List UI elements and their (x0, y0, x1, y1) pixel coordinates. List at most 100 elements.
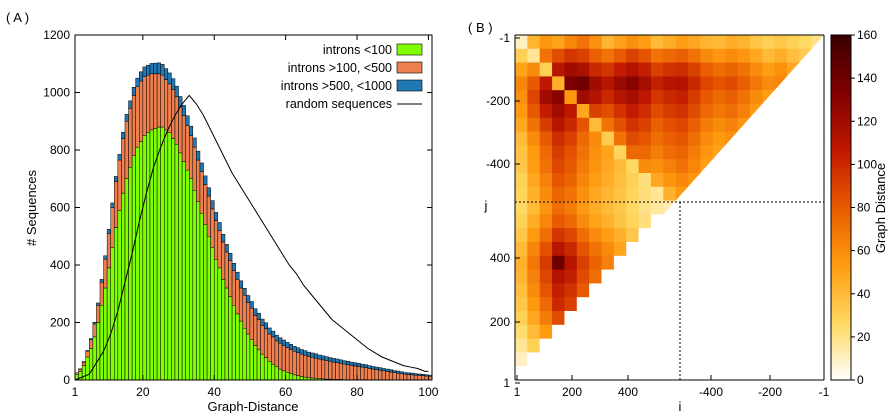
heatmap-cell (515, 48, 528, 64)
bar-500-1000 (281, 339, 286, 346)
bar-500-1000 (381, 368, 386, 372)
heatmap-cell (638, 35, 652, 50)
bar-lt100 (199, 213, 204, 381)
bar-100-500 (121, 138, 126, 194)
bar-500-1000 (146, 64, 151, 76)
bar-500-1000 (203, 175, 208, 185)
bar-lt100 (256, 349, 261, 381)
heatmap-cell (650, 186, 664, 202)
colorbar-ticks: 0 20 40 60 80 100 120 140 160 (851, 28, 877, 387)
heatmap-cell (552, 269, 566, 284)
heatmap-cell (749, 90, 763, 105)
heatmap-cell (589, 104, 603, 119)
bar-lt100 (246, 333, 251, 381)
heatmap-cell (527, 35, 541, 50)
bar-100-500 (192, 146, 197, 191)
bar-500-1000 (385, 368, 390, 372)
heatmap-cell (737, 48, 751, 64)
bar-500-1000 (317, 354, 322, 360)
bar-500-1000 (131, 87, 136, 96)
heatmap-cell (601, 145, 615, 160)
heatmap-cell (576, 131, 590, 146)
bar-lt100 (271, 363, 276, 381)
x-tick-label: 80 (350, 385, 364, 399)
heatmap-cell (539, 311, 553, 326)
heatmap-cell (626, 90, 640, 105)
bar-100-500 (74, 372, 79, 375)
bar-500-1000 (139, 71, 144, 82)
bar-500-1000 (153, 62, 158, 75)
bar-500-1000 (249, 301, 254, 309)
y-tick-label: 200 (50, 316, 70, 330)
heatmap-cell (613, 62, 627, 77)
bar-lt100 (81, 365, 86, 381)
bar-500-1000 (417, 373, 422, 376)
heatmap-cell (576, 62, 590, 77)
bar-100-500 (106, 233, 111, 269)
heatmap-cell (613, 214, 627, 229)
heatmap-cell (589, 90, 603, 105)
heatmap-cell (650, 200, 664, 215)
heatmap-cell (749, 76, 763, 91)
heatmap-cell (589, 48, 603, 64)
bar-100-500 (242, 294, 247, 329)
heatmap-cell (515, 131, 528, 146)
heatmap-cell (527, 311, 541, 326)
bar-lt100 (285, 371, 290, 381)
heatmap-cell (515, 200, 528, 215)
bar-100-500 (285, 347, 290, 373)
heatmap-cell (688, 35, 701, 50)
heatmap-cell (626, 117, 640, 133)
bar-500-1000 (349, 361, 354, 366)
bar-lt100 (128, 167, 133, 381)
heatmap-cell (650, 90, 664, 105)
heatmap-cell (626, 159, 640, 174)
bar-500-1000 (99, 279, 104, 283)
bar-100-500 (196, 159, 201, 202)
heatmap-cell (626, 228, 640, 243)
y-axis-title-b: j (484, 198, 488, 213)
heatmap-cell (552, 90, 566, 105)
bar-100-500 (185, 125, 190, 171)
bar-100-500 (181, 115, 186, 162)
heatmap-cell (650, 62, 664, 77)
heatmap-cell (601, 90, 615, 105)
heatmap-cell (675, 90, 689, 105)
heatmap-cell (638, 104, 652, 119)
bar-100-500 (114, 181, 119, 228)
heatmap-cell (552, 228, 566, 243)
bar-100-500 (381, 370, 386, 381)
bar-lt100 (110, 247, 115, 381)
bar-500-1000 (292, 346, 297, 352)
heatmap-cell (663, 104, 677, 119)
bar-500-1000 (188, 125, 194, 136)
heatmap-cell (688, 104, 701, 119)
heatmap-cell (552, 48, 566, 64)
y-axis-ticks-a: 0 200 400 600 800 1000 1200 (43, 28, 432, 387)
bar-100-500 (146, 75, 151, 133)
x-tick-label: 20 (136, 385, 150, 399)
colorbar-tick-label: 80 (857, 201, 871, 215)
heatmap-cell (589, 117, 603, 133)
heatmap-cell (589, 214, 603, 229)
bar-500-1000 (271, 330, 276, 338)
y-tick-label: 400 (50, 258, 70, 272)
heatmap-cell (725, 62, 739, 77)
bar-lt100 (274, 366, 279, 381)
bar-lt100 (106, 267, 111, 381)
bar-lt100 (260, 353, 265, 381)
bar-lt100 (178, 152, 183, 381)
heatmap-cell (626, 173, 640, 188)
heatmap-cell (576, 48, 590, 64)
bar-500-1000 (360, 363, 365, 368)
bar-500-1000 (106, 229, 111, 234)
x-tick-label: -200 (758, 385, 782, 399)
heatmap-cell (576, 145, 590, 160)
bar-500-1000 (228, 252, 233, 261)
heatmap-cell (737, 104, 751, 119)
heatmap-cell (539, 269, 553, 284)
heatmap-cell (749, 48, 763, 64)
heatmap-cell (737, 76, 751, 91)
bar-lt100 (156, 126, 161, 381)
histogram-panel: 1 20 40 60 80 100 0 200 400 600 800 1000 1200 Graph… (24, 28, 439, 413)
